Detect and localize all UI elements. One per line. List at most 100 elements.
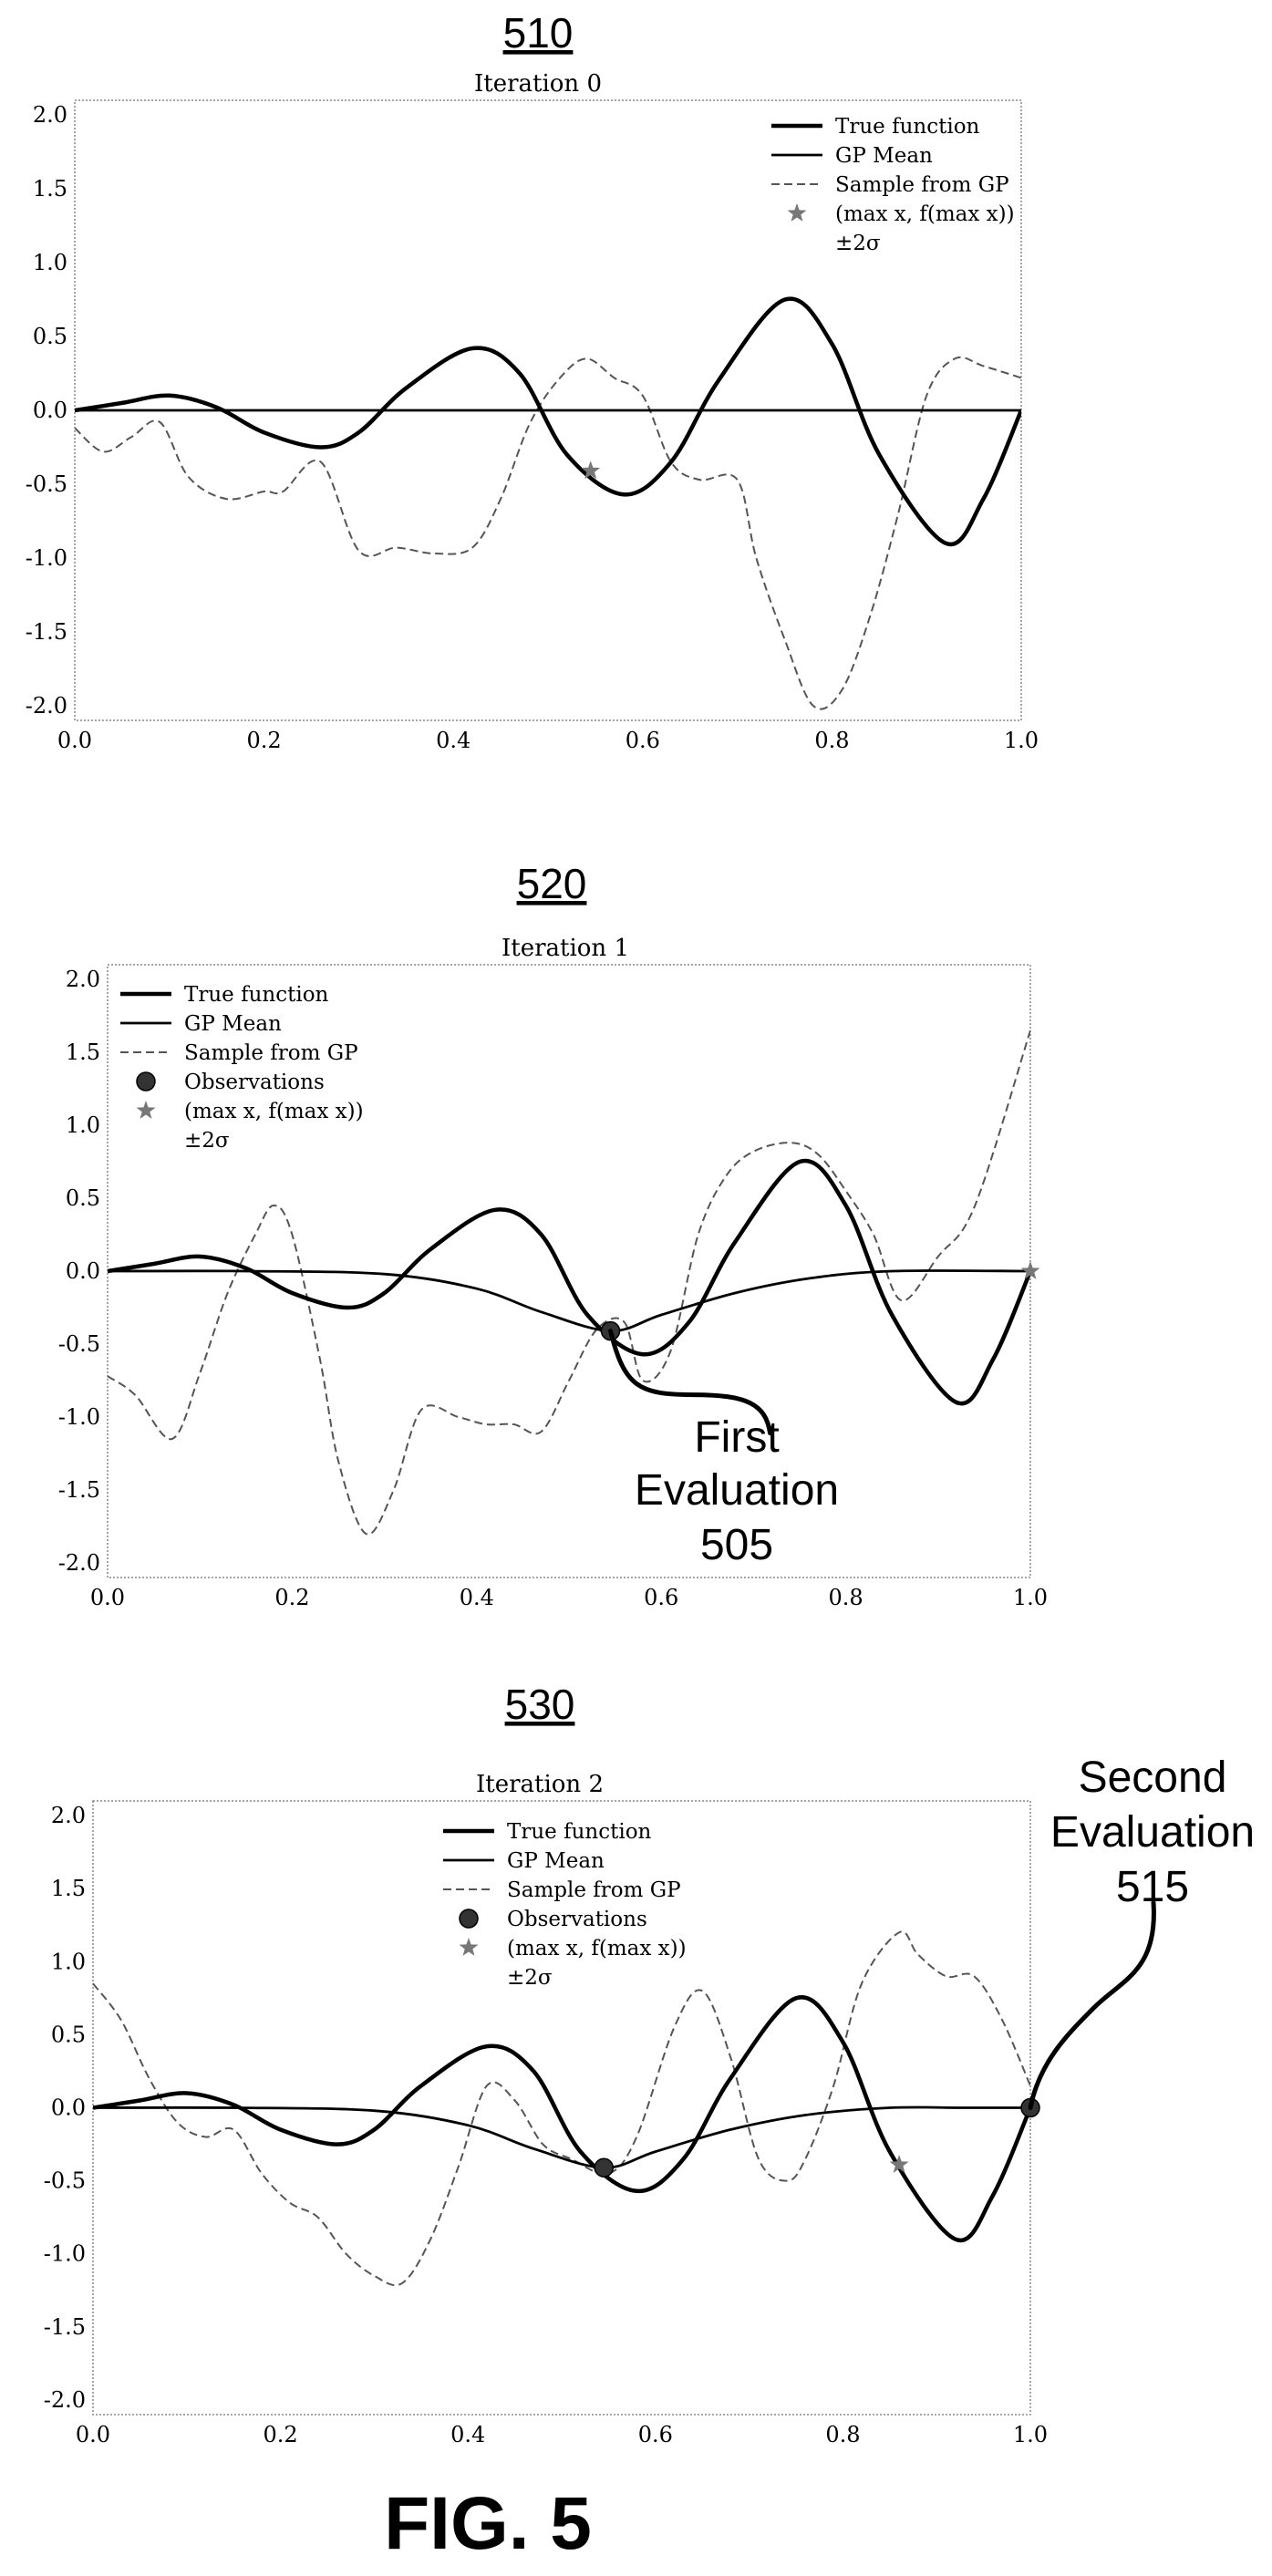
y-tick-label: 1.5: [33, 176, 67, 202]
chart-ref-label: 510: [503, 9, 574, 57]
y-tick-label: 2.0: [33, 102, 67, 128]
y-tick-label: 2.0: [66, 967, 100, 992]
y-tick-label: -1.5: [26, 619, 67, 645]
y-tick-label: 1.5: [66, 1040, 100, 1065]
legend-label: True function: [507, 1820, 652, 1844]
true-function-line: [75, 296, 1021, 547]
y-tick-label: 0.0: [51, 2095, 86, 2121]
chart-520: 520 Iteration 1 0.0 0.2 0.4 0.6 0.8 1.0 2.0 1.5 1.…: [58, 860, 1048, 1610]
observation-point: [594, 2157, 615, 2178]
plot-area: [75, 296, 1021, 710]
x-tick-label: 0.0: [90, 1585, 125, 1610]
annotation-line: Evaluation: [1050, 1808, 1255, 1857]
y-tick-label: -1.5: [44, 2314, 86, 2340]
x-tick-label: 0.8: [825, 2422, 860, 2447]
y-tick-label: -2.0: [44, 2387, 86, 2413]
gp-sample-line: [93, 1930, 1030, 2287]
x-tick-label: 0.4: [436, 728, 471, 753]
legend-label: ±2σ: [184, 1129, 230, 1153]
legend-label: Sample from GP: [507, 1878, 681, 1902]
y-tick-label: 0.5: [33, 324, 67, 349]
chart-ref-label: 520: [517, 860, 587, 907]
annotation-line: Second: [1079, 1754, 1227, 1802]
plot-area: [93, 1930, 1030, 2287]
gp-mean-line: [108, 1269, 1030, 1333]
y-tick-label: 2.0: [51, 1803, 86, 1828]
legend-swatch-max-point: [787, 203, 807, 222]
legend-label: ±2σ: [835, 232, 881, 255]
chart-ref-label: 530: [505, 1681, 575, 1728]
legend-label: GP Mean: [507, 1849, 605, 1873]
max-point-star: [1020, 1261, 1040, 1279]
y-tick-label: -0.5: [44, 2168, 86, 2194]
x-tick-label: 0.4: [460, 1585, 494, 1610]
legend-label: GP Mean: [184, 1012, 282, 1036]
x-tick-label: 0.6: [644, 1585, 678, 1610]
x-tick-label: 0.4: [450, 2422, 485, 2447]
chart-510: 510 Iteration 0 0.0 0.2 0.4 0.6 0.8 1.0 2.0 1.5 1.…: [26, 9, 1039, 753]
legend-label: Observations: [184, 1071, 325, 1094]
y-tick-label: 0.0: [66, 1258, 100, 1284]
chart-title: Iteration 2: [476, 1771, 604, 1798]
legend-label: Observations: [507, 1908, 647, 1931]
legend-label: GP Mean: [835, 144, 933, 168]
legend: True function GP Mean Sample from GP (max x…: [771, 115, 1015, 255]
y-tick-label: 0.5: [66, 1185, 100, 1211]
legend-label: Sample from GP: [835, 173, 1009, 197]
legend-swatch-max-point: [459, 1938, 479, 1956]
y-tick-label: -0.5: [58, 1331, 100, 1357]
x-tick-label: 0.8: [814, 728, 849, 753]
x-tick-label: 0.6: [638, 2422, 673, 2447]
y-tick-label: 1.0: [33, 250, 67, 275]
y-tick-label: -1.0: [58, 1404, 100, 1430]
max-point-star: [889, 2155, 909, 2173]
legend: True function GP Mean Sample from GP Observ…: [443, 1820, 687, 1990]
y-tick-label: 1.5: [51, 1876, 86, 1901]
legend-swatch-observations: [136, 1071, 156, 1091]
figure-label: FIG. 5: [384, 2482, 592, 2565]
y-tick-label: -0.5: [26, 471, 67, 497]
legend-label: Sample from GP: [184, 1041, 358, 1065]
y-tick-label: -2.0: [58, 1550, 100, 1576]
legend-label: True function: [184, 983, 329, 1007]
chart-530: 530 Iteration 2 0.0 0.2 0.4 0.6 0.8 1.0 2.0 1.5 1.…: [44, 1681, 1048, 2447]
gp-sample-line: [108, 1029, 1030, 1536]
x-tick-label: 0.0: [76, 2422, 110, 2447]
max-point-star: [581, 460, 601, 480]
legend-label: (max x, f(max x)): [507, 1937, 687, 1960]
y-tick-label: 0.0: [33, 398, 67, 423]
x-tick-label: 0.8: [829, 1585, 864, 1610]
y-tick-label: 1.0: [66, 1112, 100, 1138]
true-function-line: [93, 1995, 1030, 2243]
y-tick-label: -1.5: [58, 1477, 100, 1503]
x-tick-label: 0.6: [626, 728, 660, 753]
x-tick-label: 0.2: [247, 728, 282, 753]
y-tick-label: -1.0: [26, 545, 67, 571]
x-tick-label: 1.0: [1013, 2422, 1048, 2447]
legend-swatch-max-point: [136, 1101, 156, 1119]
annotation-line: Evaluation: [635, 1466, 839, 1515]
y-tick-label: -1.0: [44, 2241, 86, 2267]
x-tick-label: 0.2: [264, 2422, 298, 2447]
y-tick-label: 1.0: [51, 1949, 86, 1974]
legend-label: True function: [835, 115, 980, 139]
gp-mean-line: [93, 2105, 1030, 2169]
legend-label: (max x, f(max x)): [835, 202, 1015, 226]
legend-label: (max x, f(max x)): [184, 1100, 364, 1123]
annotation-leader-line: [608, 1329, 773, 1436]
legend-label: ±2σ: [507, 1966, 553, 1990]
x-tick-label: 0.2: [274, 1585, 309, 1610]
legend-swatch-observations: [459, 1909, 479, 1929]
x-tick-label: 1.0: [1013, 1585, 1048, 1610]
annotation-leader-line: [1028, 1900, 1156, 2110]
legend: True function GP Mean Sample from GP Observ…: [120, 983, 364, 1153]
y-tick-label: 0.5: [51, 2022, 86, 2047]
true-function-line: [108, 1158, 1030, 1406]
x-tick-label: 0.0: [57, 728, 92, 753]
chart-title: Iteration 1: [502, 935, 629, 962]
y-tick-label: -2.0: [26, 693, 67, 719]
chart-title: Iteration 0: [474, 70, 602, 98]
